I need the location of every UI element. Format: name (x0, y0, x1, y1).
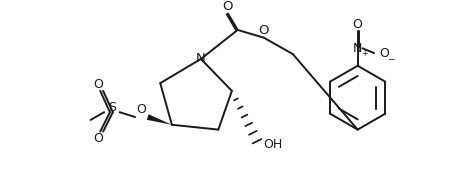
Text: S: S (108, 101, 116, 114)
Text: +: + (360, 49, 367, 58)
Text: O: O (136, 103, 146, 116)
Polygon shape (147, 114, 172, 125)
Text: O: O (352, 18, 362, 31)
Text: N: N (352, 42, 362, 55)
Text: O: O (378, 47, 388, 60)
Text: N: N (196, 53, 205, 66)
Text: −: − (386, 54, 394, 64)
Text: OH: OH (263, 138, 282, 151)
Text: O: O (93, 132, 103, 145)
Text: O: O (222, 0, 233, 13)
Text: O: O (93, 78, 103, 91)
Text: O: O (258, 24, 268, 37)
